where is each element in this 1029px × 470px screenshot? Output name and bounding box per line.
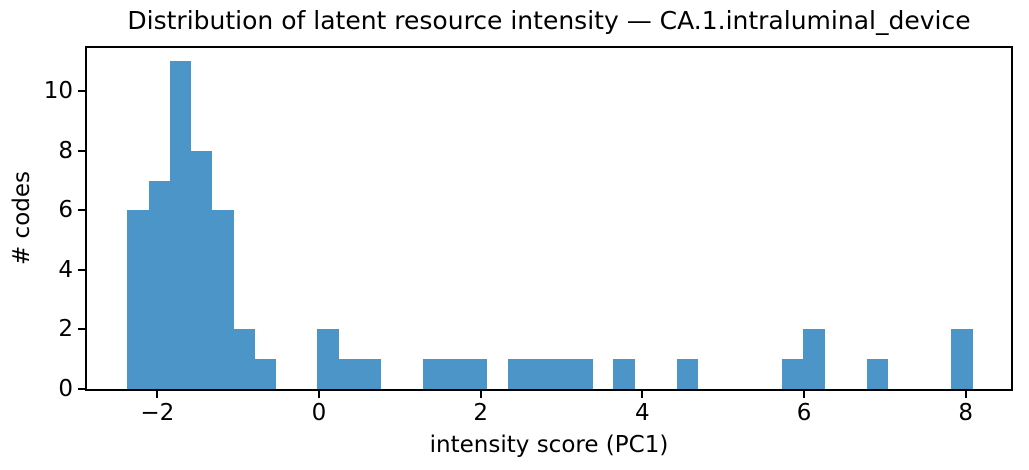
y-tick-label: 0 bbox=[58, 376, 73, 402]
histogram-bar bbox=[233, 329, 255, 389]
histogram-bar bbox=[528, 359, 551, 389]
histogram-bar bbox=[549, 359, 572, 389]
x-tick-label: 6 bbox=[796, 400, 812, 426]
x-tick-label: −2 bbox=[140, 400, 175, 426]
x-tick bbox=[964, 391, 967, 398]
y-tick bbox=[78, 328, 85, 331]
x-tick-label: 0 bbox=[311, 400, 327, 426]
plot-area bbox=[85, 46, 1013, 391]
y-tick-label: 2 bbox=[58, 316, 73, 343]
x-axis-label: intensity score (PC1) bbox=[429, 432, 669, 458]
histogram-bar bbox=[676, 359, 699, 389]
y-tick bbox=[78, 90, 85, 93]
y-tick bbox=[78, 388, 85, 390]
x-tick bbox=[641, 391, 644, 398]
x-tick-label: 8 bbox=[958, 400, 974, 426]
x-tick-label: 4 bbox=[635, 400, 650, 426]
histogram-bar bbox=[507, 359, 530, 389]
histogram-bar bbox=[190, 150, 213, 389]
x-tick bbox=[479, 391, 482, 398]
histogram-bar bbox=[803, 329, 825, 389]
x-tick bbox=[803, 391, 806, 398]
histogram-bar bbox=[254, 359, 276, 389]
histogram-bar bbox=[782, 359, 804, 389]
y-tick-label: 10 bbox=[43, 78, 73, 105]
histogram-bar bbox=[444, 359, 466, 389]
histogram-bar bbox=[211, 210, 234, 389]
histogram-bar bbox=[613, 359, 635, 389]
histogram-bar bbox=[866, 359, 889, 389]
histogram-bar bbox=[317, 329, 340, 389]
histogram-bar bbox=[169, 61, 192, 389]
y-tick-label: 6 bbox=[58, 197, 73, 224]
y-tick bbox=[78, 149, 85, 152]
y-tick-label: 4 bbox=[58, 256, 73, 283]
x-tick bbox=[156, 391, 159, 398]
histogram-bar bbox=[465, 359, 487, 389]
chart-title: Distribution of latent resource intensit… bbox=[127, 6, 971, 35]
histogram-bar bbox=[148, 180, 171, 389]
histogram-bar bbox=[359, 359, 382, 389]
histogram-bar bbox=[423, 359, 445, 389]
x-tick bbox=[318, 391, 320, 398]
histogram-bar bbox=[338, 359, 361, 389]
histogram-bar bbox=[951, 329, 973, 389]
histogram-bar bbox=[570, 359, 593, 389]
y-tick-label: 8 bbox=[58, 137, 73, 164]
y-tick bbox=[78, 209, 85, 212]
histogram-bar bbox=[127, 210, 150, 389]
y-tick bbox=[78, 268, 85, 271]
x-tick-label: 2 bbox=[473, 400, 488, 426]
